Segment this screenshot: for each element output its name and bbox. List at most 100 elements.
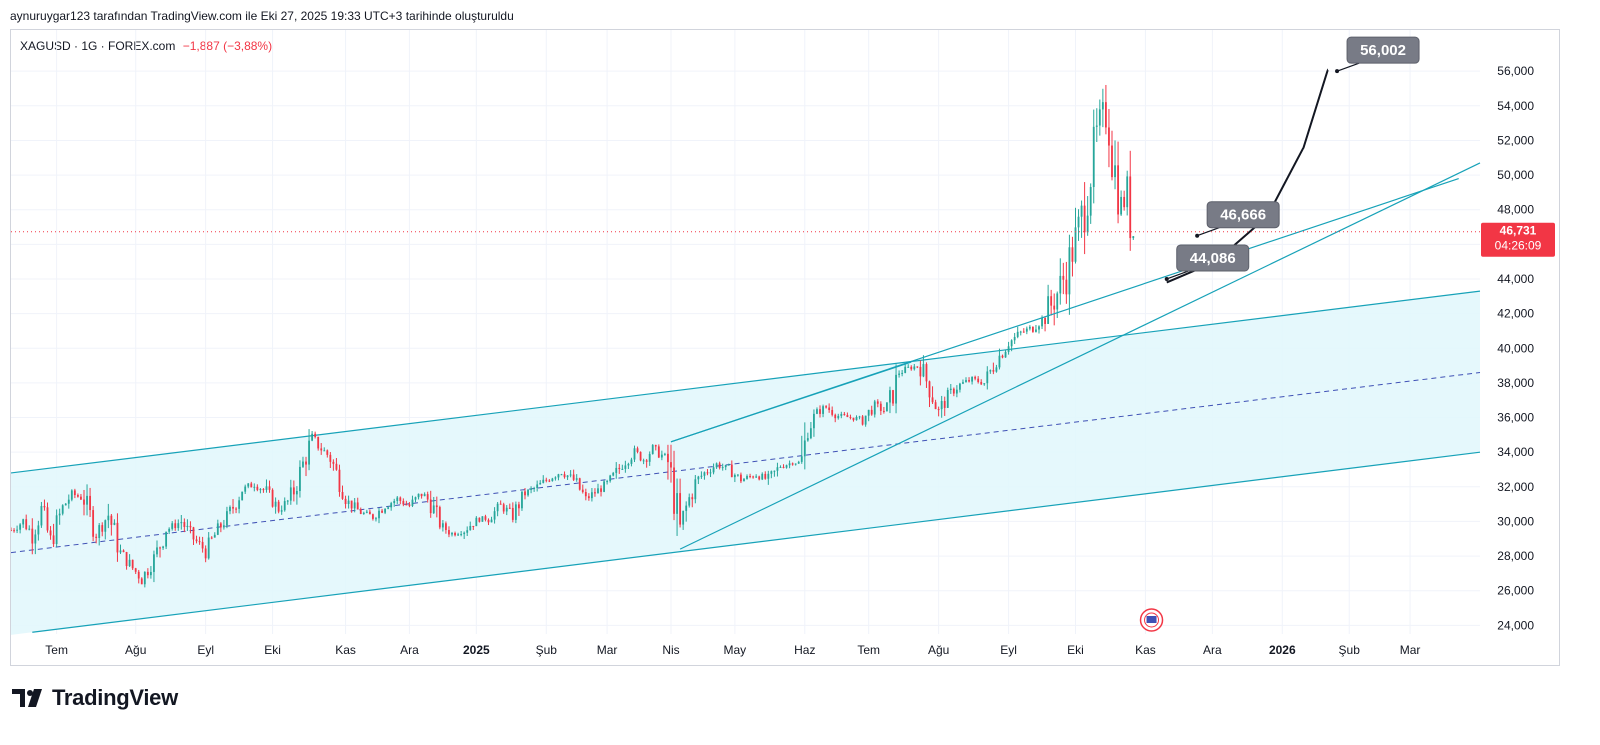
- candle-down: [201, 541, 204, 549]
- candle-down: [472, 525, 475, 527]
- time-axis[interactable]: Tem Ağu Eyl Eki Kas Ara 2025 Şub Mar Nis May Haz Tem…: [45, 643, 1420, 657]
- candle-up: [289, 487, 292, 501]
- candle-up: [822, 406, 824, 414]
- candle-up: [286, 500, 289, 502]
- candle-up: [22, 519, 25, 525]
- candle-up: [907, 366, 910, 368]
- x-tick-label: Şub: [1339, 643, 1361, 657]
- candle-down: [487, 519, 490, 523]
- candle-down: [210, 537, 213, 539]
- candle-up: [660, 454, 663, 458]
- callout-label: 56,002: [1360, 42, 1406, 59]
- candle-down: [338, 469, 341, 492]
- candle-down: [198, 541, 201, 543]
- candle-up: [676, 493, 678, 514]
- candle-up: [521, 491, 523, 509]
- candle-up: [177, 523, 180, 529]
- candle-down: [925, 364, 928, 382]
- candle-down: [43, 506, 46, 508]
- candle-down: [326, 450, 329, 455]
- candle-down: [13, 530, 15, 532]
- callout-box[interactable]: [1346, 36, 1420, 64]
- candle-down: [31, 528, 34, 544]
- candle-down: [636, 448, 639, 452]
- candle-up: [34, 534, 37, 544]
- candle-up: [417, 493, 420, 498]
- chart-frame[interactable]: [10, 29, 1560, 666]
- candle-up: [1114, 165, 1116, 178]
- candle-down: [101, 525, 104, 532]
- candle-down: [1065, 279, 1068, 295]
- candle-down: [740, 474, 742, 482]
- candle-up: [712, 467, 715, 473]
- candle-up: [156, 547, 158, 555]
- candle-down: [563, 474, 566, 478]
- candle-up: [922, 364, 925, 377]
- candle-up: [560, 474, 563, 476]
- candle-up: [171, 523, 174, 529]
- candle-up: [858, 416, 861, 418]
- rising-support-line[interactable]: [679, 162, 1481, 550]
- candle-up: [493, 511, 496, 520]
- x-tick-label: Eki: [1067, 643, 1084, 657]
- candle-down: [76, 495, 79, 497]
- candle-up: [761, 473, 764, 480]
- candle-down: [828, 407, 831, 410]
- us-flag-event-icon[interactable]: [1139, 608, 1164, 632]
- callout-box[interactable]: [1206, 201, 1280, 229]
- callout-box[interactable]: [1176, 244, 1250, 272]
- symbol-legend[interactable]: XAGUSD · 1G · FOREX.com −1,887 (−3,88%): [20, 39, 272, 53]
- candle-down: [849, 417, 852, 419]
- candle-down: [499, 503, 502, 505]
- candle-up: [989, 370, 992, 372]
- channel-lower-line[interactable]: [32, 451, 1481, 633]
- candle-up: [1059, 275, 1062, 294]
- candle-down: [478, 517, 481, 522]
- candle-down: [1108, 127, 1110, 146]
- regression-channel[interactable]: [11, 290, 1481, 635]
- april-to-august-upper-line[interactable]: [670, 361, 912, 443]
- candle-down: [332, 461, 335, 464]
- candle-down: [511, 507, 514, 520]
- candle-up: [557, 474, 560, 478]
- candle-down: [232, 506, 234, 509]
- candle-down: [125, 552, 128, 567]
- candle-down: [1117, 165, 1119, 215]
- candle-up: [1047, 296, 1050, 324]
- price-axis[interactable]: 24,000 26,000 28,000 30,000 32,000 34,000 36,0…: [1497, 64, 1534, 632]
- candle-up: [283, 501, 286, 511]
- candle-down: [256, 486, 259, 490]
- candle-up: [347, 500, 350, 505]
- callout-pointer: [1336, 62, 1360, 72]
- tradingview-brand[interactable]: TradingView: [12, 685, 178, 711]
- candle-down: [402, 500, 405, 505]
- symbol-label[interactable]: XAGUSD · 1G · FOREX.com: [20, 39, 176, 53]
- y-tick-label: 56,000: [1497, 64, 1534, 78]
- channel-upper-line[interactable]: [11, 290, 1481, 474]
- candle-down: [825, 406, 828, 408]
- candle-up: [466, 530, 469, 533]
- countdown-timer: 04:26:09: [1495, 239, 1542, 253]
- candle-up: [165, 531, 168, 547]
- candle-up: [1041, 317, 1043, 327]
- candle-up: [536, 484, 539, 489]
- candle-up: [1092, 126, 1095, 188]
- candle-up: [308, 440, 310, 465]
- candlestick-series: [11, 84, 1135, 588]
- candle-up: [481, 516, 484, 522]
- candle-up: [1126, 176, 1129, 208]
- candle-up: [505, 507, 508, 512]
- candle-down: [134, 568, 137, 572]
- candle-up: [463, 532, 466, 535]
- last-price-badge[interactable]: [1481, 222, 1555, 257]
- candle-up: [886, 402, 888, 412]
- candle-down: [578, 478, 581, 490]
- candle-up: [61, 505, 64, 514]
- candle-up: [694, 479, 697, 500]
- candle-down: [968, 380, 970, 382]
- candle-down: [137, 571, 140, 579]
- channel-median-line[interactable]: [11, 372, 1481, 554]
- candle-up: [98, 525, 101, 538]
